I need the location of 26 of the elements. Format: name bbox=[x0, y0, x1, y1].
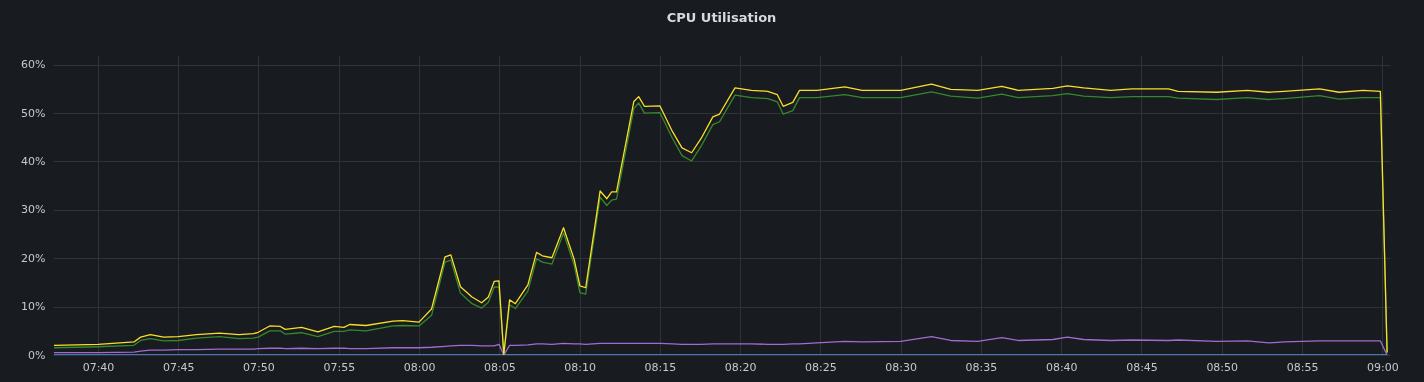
chart-title: CPU Utilisation bbox=[666, 10, 777, 25]
x-tick-label: 08:15 bbox=[644, 360, 677, 374]
x-tick-label: 09:00 bbox=[1366, 360, 1399, 374]
y-tick-label: 60% bbox=[21, 58, 46, 72]
x-tick-label: 08:35 bbox=[965, 360, 998, 374]
x-tick-label: 08:05 bbox=[483, 360, 516, 374]
y-tick-label: 30% bbox=[21, 203, 46, 217]
y-tick-label: 10% bbox=[21, 300, 46, 314]
x-tick-label: 07:45 bbox=[162, 360, 195, 374]
x-tick-label: 08:25 bbox=[805, 360, 837, 374]
x-tick-label: 08:20 bbox=[724, 360, 757, 374]
x-tick-label: 08:40 bbox=[1045, 360, 1078, 374]
y-tick-label: 0% bbox=[28, 348, 46, 362]
x-tick-label: 08:45 bbox=[1126, 360, 1158, 374]
x-tick-label: 08:30 bbox=[885, 360, 918, 374]
y-tick-label: 40% bbox=[21, 154, 46, 168]
line-series bbox=[53, 335, 1388, 355]
x-tick-label: 08:50 bbox=[1206, 360, 1239, 374]
x-tick-label: 08:10 bbox=[564, 360, 596, 374]
x-tick-label: 07:40 bbox=[82, 360, 115, 374]
x-tick-label: 08:00 bbox=[403, 360, 436, 374]
y-tick-label: 50% bbox=[21, 106, 46, 120]
x-tick-label: 08:55 bbox=[1286, 360, 1319, 374]
x-tick-label: 07:55 bbox=[323, 360, 356, 374]
x-tick-label: 07:50 bbox=[243, 360, 275, 374]
y-tick-label: 20% bbox=[21, 251, 46, 265]
